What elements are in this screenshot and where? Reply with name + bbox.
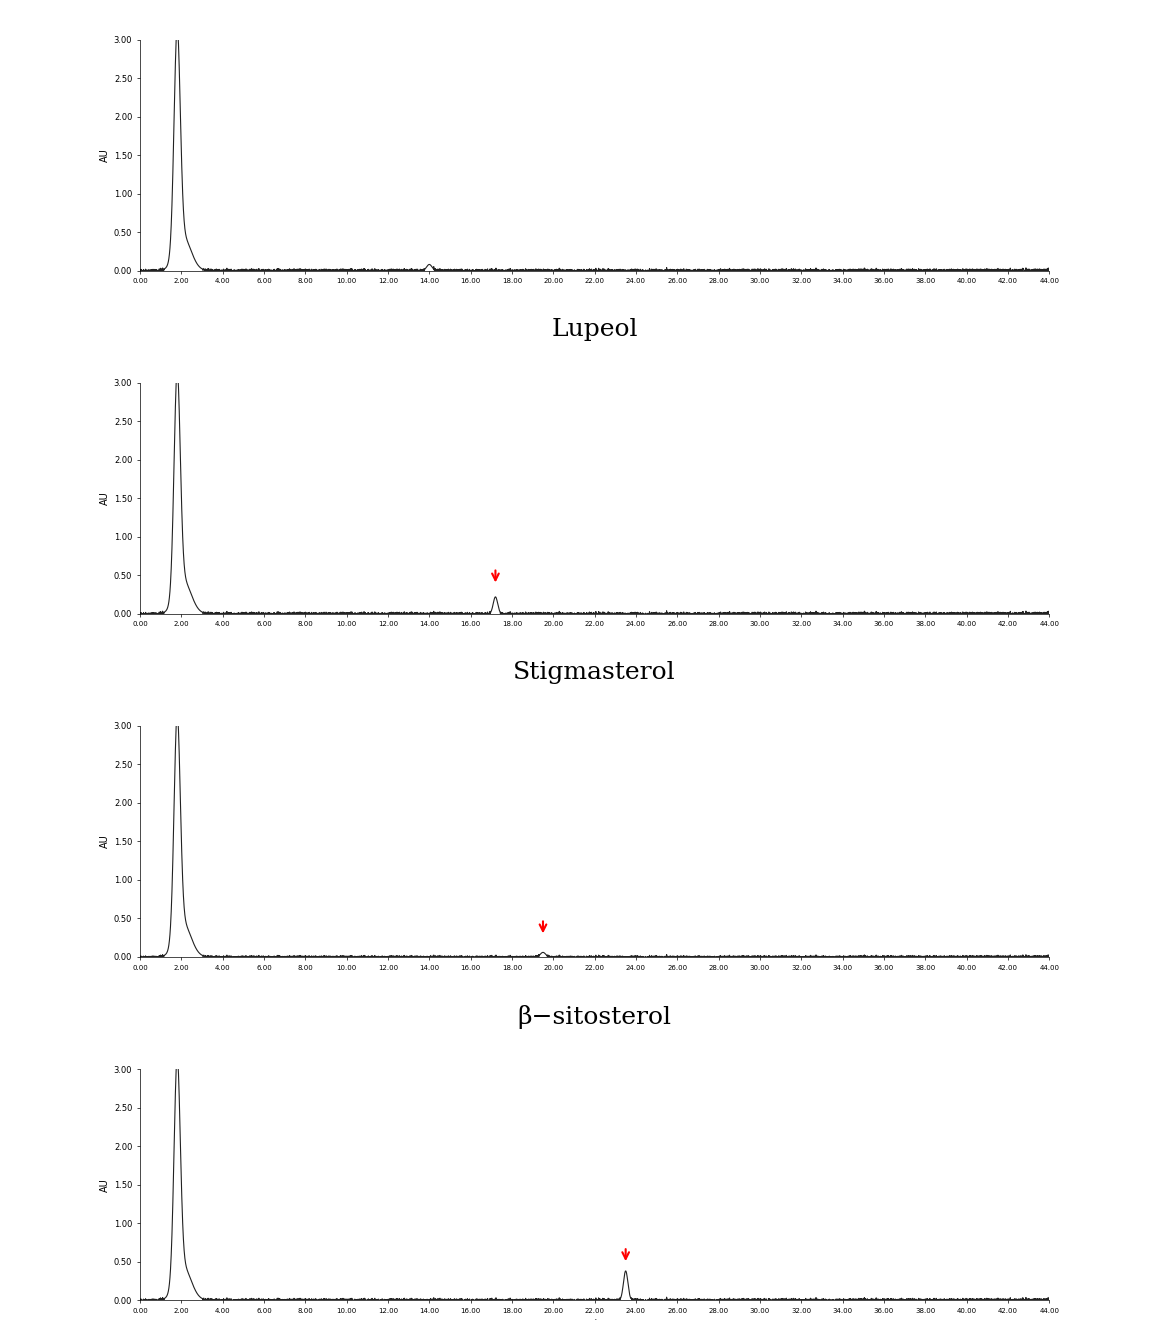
Y-axis label: AU: AU	[99, 1177, 110, 1192]
Text: Lupeol: Lupeol	[552, 318, 638, 341]
Text: β−sitosterol: β−sitosterol	[518, 1005, 672, 1028]
Text: Stigmasterol: Stigmasterol	[513, 661, 676, 684]
Y-axis label: AU: AU	[99, 491, 110, 506]
Y-axis label: AU: AU	[99, 834, 110, 849]
Y-axis label: AU: AU	[99, 148, 110, 162]
